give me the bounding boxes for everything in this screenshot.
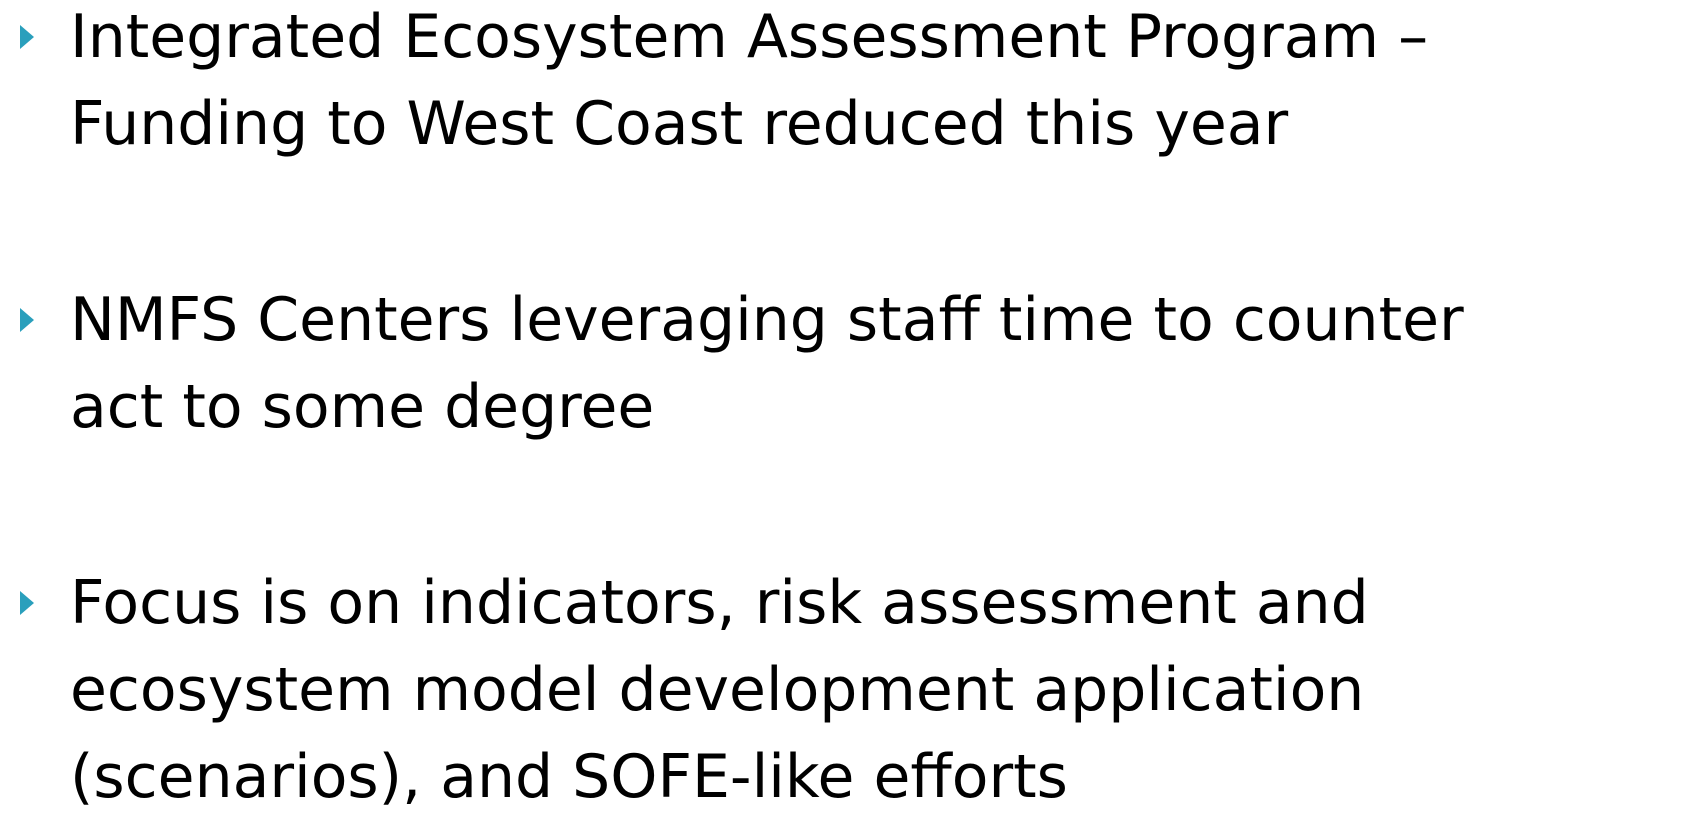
bullet-marker <box>20 591 34 615</box>
bullet-marker <box>20 308 34 332</box>
bullet-text-line: (scenarios), and SOFE-like efforts <box>70 742 1068 812</box>
bullet-text-line: Funding to West Coast reduced this year <box>70 89 1289 159</box>
bullet-text-line: NMFS Centers leveraging staff time to co… <box>70 285 1464 355</box>
bullet-text-line: Focus is on indicators, risk assessment … <box>70 568 1369 638</box>
bullet-text-line: Integrated Ecosystem Assessment Program … <box>70 2 1429 72</box>
bullet-text-line: act to some degree <box>70 372 655 442</box>
bullet-marker <box>20 25 34 49</box>
bullet-text-line: ecosystem model development application <box>70 655 1365 725</box>
